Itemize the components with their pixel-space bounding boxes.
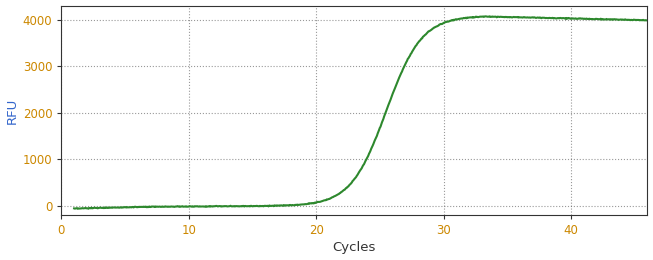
Y-axis label: RFU: RFU [6,97,18,123]
X-axis label: Cycles: Cycles [333,242,376,255]
